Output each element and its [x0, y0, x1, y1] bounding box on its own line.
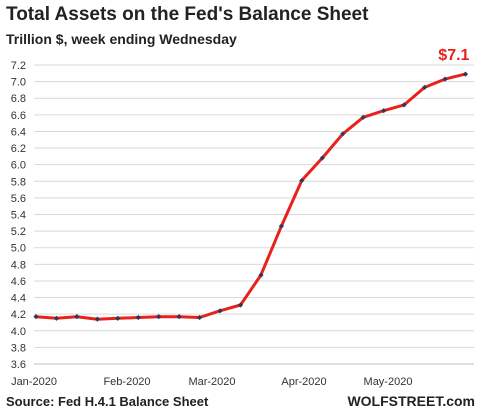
data-point	[33, 314, 39, 320]
x-tick-label: Apr-2020	[281, 376, 326, 388]
data-point	[156, 314, 162, 320]
data-point	[237, 302, 244, 308]
data-point	[53, 315, 60, 321]
data-point	[381, 108, 387, 114]
y-tick-label: 4.4	[11, 293, 26, 305]
data-point	[217, 308, 223, 314]
data-point	[462, 71, 469, 77]
series-line	[34, 72, 467, 321]
y-tick-label: 6.6	[11, 110, 26, 122]
data-point	[115, 315, 121, 321]
y-tick-label: 4.6	[11, 276, 26, 288]
y-tick-label: 4.2	[11, 309, 26, 321]
data-point	[340, 131, 346, 137]
y-tick-label: 7.0	[11, 77, 26, 89]
y-tick-label: 5.0	[11, 243, 26, 255]
y-tick-label: 7.2	[11, 60, 26, 72]
end-value-label: $7.1	[438, 47, 469, 64]
data-point	[258, 272, 264, 278]
y-tick-label: 6.8	[11, 93, 26, 105]
data-point	[360, 114, 366, 120]
y-tick-label: 4.8	[11, 259, 26, 271]
y-tick-label: 5.4	[11, 210, 26, 222]
y-tick-label: 5.8	[11, 176, 26, 188]
data-point	[94, 316, 100, 322]
brand-label: WOLFSTREET.com	[347, 393, 475, 409]
y-tick-label: 6.2	[11, 143, 26, 155]
source-note: Source: Fed H.4.1 Balance Sheet	[6, 394, 209, 409]
data-point	[442, 76, 448, 82]
data-point	[135, 314, 141, 321]
x-tick-label: Jan-2020	[11, 376, 57, 388]
y-axis-ticks: 3.6 3.8 4.0 4.2 4.4 4.6 4.8 5.0 5.2 5.4 5.6 5.8 6.0 6…	[11, 60, 26, 371]
y-tick-label: 5.6	[11, 193, 26, 205]
chart-title: Total Assets on the Fed's Balance Sheet	[6, 4, 369, 25]
data-point	[421, 84, 428, 91]
y-tick-label: 3.8	[11, 342, 26, 354]
data-markers	[33, 71, 469, 322]
data-point	[401, 102, 407, 108]
y-tick-label: 6.4	[11, 126, 26, 138]
data-point	[319, 155, 325, 161]
data-point	[176, 314, 182, 320]
x-tick-label: Feb-2020	[103, 376, 150, 388]
y-tick-label: 6.0	[11, 160, 26, 172]
data-point	[278, 223, 284, 229]
data-point	[74, 314, 80, 320]
data-point	[299, 177, 305, 184]
x-tick-label: May-2020	[364, 376, 413, 388]
data-point	[197, 314, 203, 321]
chart-subtitle: Trillion $, week ending Wednesday	[6, 31, 237, 47]
x-tick-label: Mar-2020	[188, 376, 235, 388]
y-tick-label: 4.0	[11, 326, 26, 338]
y-tick-label: 5.2	[11, 226, 26, 238]
gridlines	[34, 64, 474, 365]
y-tick-label: 3.6	[11, 359, 26, 371]
x-axis-ticks: Jan-2020 Feb-2020 Mar-2020 Apr-2020 May-2020	[11, 376, 412, 388]
